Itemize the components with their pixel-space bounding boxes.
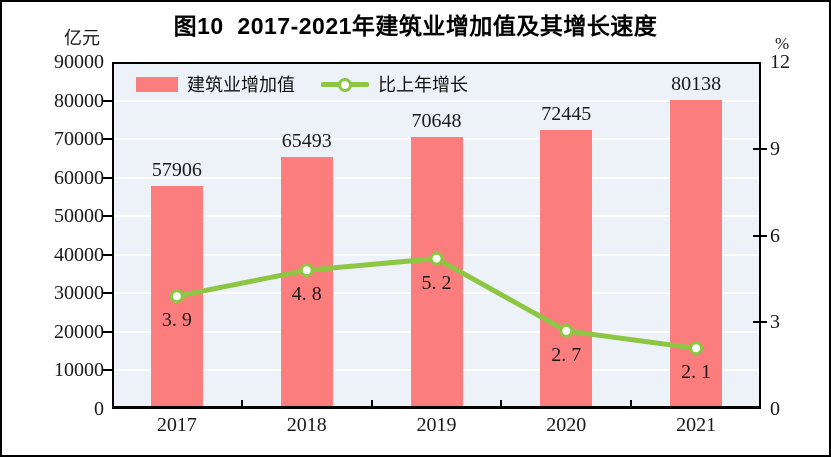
x-axis-label-2017: 2017 bbox=[156, 414, 197, 436]
line-point-marker-2018 bbox=[299, 263, 314, 278]
line-point-marker-2021 bbox=[689, 341, 704, 356]
line-value-label: 2. 7 bbox=[551, 343, 582, 366]
left-axis-tick bbox=[102, 215, 116, 218]
left-axis-tick-label: 80000 bbox=[54, 89, 104, 112]
legend: 建筑业增加值 比上年增长 bbox=[136, 71, 468, 97]
left-axis-tick bbox=[102, 99, 116, 102]
legend-line-swatch bbox=[321, 77, 369, 92]
x-axis-label-2021: 2021 bbox=[676, 414, 717, 436]
left-axis-tick bbox=[102, 330, 116, 333]
left-axis-tick-label: 10000 bbox=[54, 359, 104, 382]
chart-title: 图10 2017-2021年建筑业增加值及其增长速度 bbox=[173, 13, 658, 39]
plot-border bbox=[112, 62, 761, 409]
left-axis-tick-label: 60000 bbox=[54, 166, 104, 189]
left-axis-tick bbox=[102, 369, 116, 372]
left-axis-tick-label: 40000 bbox=[54, 243, 104, 266]
x-axis-label-2019: 2019 bbox=[416, 414, 457, 436]
bar-value-label: 72445 bbox=[541, 102, 592, 125]
x-axis-tick bbox=[630, 400, 633, 409]
legend-bar-swatch bbox=[136, 76, 178, 92]
bar-2021 bbox=[670, 100, 723, 409]
x-axis-tick bbox=[240, 400, 243, 409]
legend-line-marker-icon bbox=[338, 77, 352, 92]
right-axis-unit: % bbox=[775, 34, 790, 53]
bar-value-label: 65493 bbox=[281, 129, 332, 152]
line-value-label: 4. 8 bbox=[291, 283, 322, 306]
line-point-marker-2017 bbox=[169, 289, 184, 304]
left-axis-tick bbox=[102, 138, 116, 141]
left-axis-tick-label: 50000 bbox=[54, 205, 104, 228]
line-value-label: 2. 1 bbox=[681, 361, 712, 384]
left-axis-tick bbox=[102, 253, 116, 256]
left-axis-tick bbox=[102, 176, 116, 179]
left-axis-tick-label: 0 bbox=[94, 398, 104, 420]
bar-value-label: 80138 bbox=[671, 73, 722, 95]
right-axis-tick-label: 0 bbox=[770, 398, 780, 420]
left-axis-tick bbox=[102, 292, 116, 295]
left-axis-tick-label: 20000 bbox=[54, 320, 104, 343]
bar-2018 bbox=[280, 156, 333, 409]
line-series bbox=[169, 251, 704, 356]
x-axis-label-2020: 2020 bbox=[546, 414, 587, 436]
left-axis-unit: 亿元 bbox=[64, 28, 100, 48]
bar-2019 bbox=[410, 136, 463, 409]
plot-area: 57906 65493 70648 72445 80138 3. 9 4. 8 5. 2 2. … bbox=[112, 62, 761, 409]
bar-2020 bbox=[540, 129, 593, 409]
right-axis-tick-label: 6 bbox=[770, 224, 780, 247]
right-axis-tick-label: 12 bbox=[770, 51, 790, 73]
bar-value-label: 57906 bbox=[151, 158, 202, 181]
right-axis-tick-label: 9 bbox=[770, 137, 780, 160]
legend-line-label: 比上年增长 bbox=[378, 75, 468, 95]
x-axis-tick bbox=[500, 400, 503, 409]
left-axis-tick-label: 90000 bbox=[54, 51, 104, 73]
line-point-marker-2019 bbox=[429, 251, 444, 266]
line-value-label: 5. 2 bbox=[421, 271, 452, 294]
line-point-marker-2020 bbox=[559, 323, 574, 338]
bar-value-label: 70648 bbox=[411, 109, 462, 132]
x-axis-tick bbox=[370, 400, 373, 409]
right-axis-tick-label: 3 bbox=[770, 311, 780, 334]
left-axis-tick-label: 70000 bbox=[54, 128, 104, 151]
legend-bar-label: 建筑业增加值 bbox=[187, 75, 295, 95]
line-value-label: 3. 9 bbox=[161, 309, 192, 332]
left-axis-tick-label: 30000 bbox=[54, 282, 104, 305]
x-axis-label-2018: 2018 bbox=[286, 414, 327, 436]
gridline bbox=[112, 99, 761, 102]
